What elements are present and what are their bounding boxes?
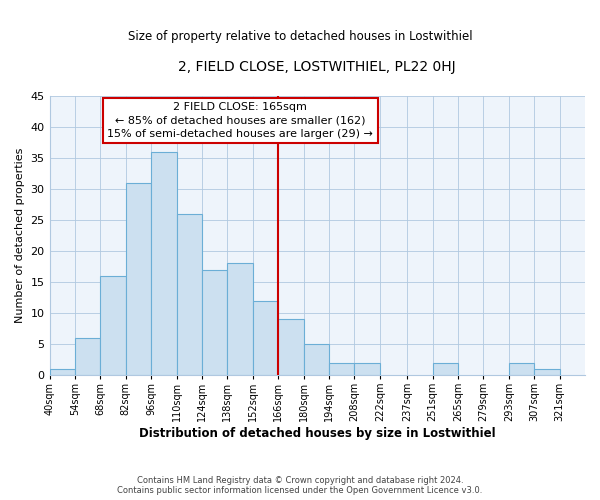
Bar: [433, 362, 458, 375]
Bar: [151, 152, 176, 375]
Bar: [75, 338, 100, 375]
Bar: [176, 214, 202, 375]
Bar: [50, 369, 75, 375]
Bar: [534, 369, 560, 375]
Bar: [253, 300, 278, 375]
Y-axis label: Number of detached properties: Number of detached properties: [15, 148, 25, 323]
Bar: [278, 319, 304, 375]
Bar: [509, 362, 534, 375]
X-axis label: Distribution of detached houses by size in Lostwithiel: Distribution of detached houses by size …: [139, 427, 496, 440]
Bar: [329, 362, 355, 375]
Bar: [126, 183, 151, 375]
Text: 2 FIELD CLOSE: 165sqm
← 85% of detached houses are smaller (162)
15% of semi-det: 2 FIELD CLOSE: 165sqm ← 85% of detached …: [107, 102, 373, 139]
Bar: [100, 276, 126, 375]
Title: 2, FIELD CLOSE, LOSTWITHIEL, PL22 0HJ: 2, FIELD CLOSE, LOSTWITHIEL, PL22 0HJ: [178, 60, 456, 74]
Text: Size of property relative to detached houses in Lostwithiel: Size of property relative to detached ho…: [128, 30, 472, 43]
Bar: [355, 362, 380, 375]
Bar: [304, 344, 329, 375]
Bar: [227, 264, 253, 375]
Text: Contains HM Land Registry data © Crown copyright and database right 2024.
Contai: Contains HM Land Registry data © Crown c…: [118, 476, 482, 495]
Bar: [202, 270, 227, 375]
